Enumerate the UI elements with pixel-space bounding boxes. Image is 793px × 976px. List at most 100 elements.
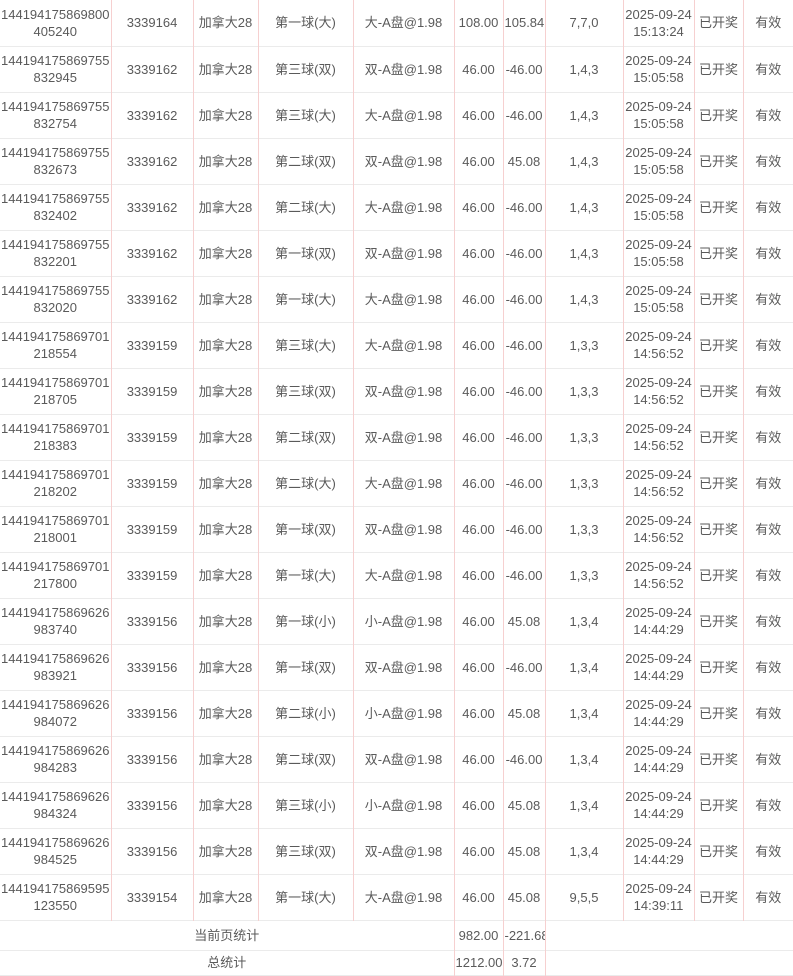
cell-bet-time: 2025-09-24 14:56:52: [623, 460, 695, 506]
bet-time: 14:39:11: [633, 898, 684, 913]
cell-issue-number: 3339162: [111, 184, 194, 230]
order-id-line2: 984324: [33, 806, 77, 821]
cell-draw-result: 1,3,3: [545, 414, 624, 460]
cell-bet-content: 双-A盘@1.98: [353, 368, 455, 414]
bet-date: 2025-09-24: [625, 99, 692, 114]
cell-bet-amount: 46.00: [454, 414, 504, 460]
table-row: 144194175869755 832673 3339162 加拿大28 第二球…: [0, 138, 793, 184]
bet-date: 2025-09-24: [625, 697, 692, 712]
cell-order-id: 144194175869755 832201: [0, 230, 112, 276]
cell-bet-amount: 46.00: [454, 46, 504, 92]
cell-win-loss: -46.00: [503, 552, 546, 598]
cell-valid-status: 有效: [755, 291, 782, 307]
table-row: 144194175869626 983740 3339156 加拿大28 第一球…: [0, 598, 793, 644]
cell-game-name: 加拿大28: [193, 690, 259, 736]
page-summary-amount: 982.00: [454, 920, 504, 950]
order-id-line2: 984283: [33, 760, 77, 775]
table-body: 144194175869800 405240 3339164 加拿大28 第一球…: [0, 0, 793, 920]
page-summary-empty: [545, 920, 793, 950]
bet-time: 14:56:52: [633, 392, 684, 407]
cell-bet-time: 2025-09-24 14:44:29: [623, 736, 695, 782]
cell-issue-number: 3339159: [111, 506, 194, 552]
cell-issue-number: 3339162: [111, 92, 194, 138]
cell-bet-time: 2025-09-24 15:05:58: [623, 184, 695, 230]
bet-time: 14:56:52: [633, 530, 684, 545]
order-id-line1: 144194175869755: [1, 283, 110, 298]
cell-win-loss: -46.00: [503, 92, 546, 138]
order-id-line2: 218001: [33, 530, 77, 545]
cell-bet-content: 大-A盘@1.98: [353, 322, 455, 368]
page-summary-label: 当前页统计: [0, 920, 455, 950]
cell-game-name: 加拿大28: [193, 322, 259, 368]
order-id-line2: 832020: [33, 300, 77, 315]
cell-bet-amount: 46.00: [454, 276, 504, 322]
cell-win-loss: -46.00: [503, 276, 546, 322]
table-row: 144194175869755 832402 3339162 加拿大28 第二球…: [0, 184, 793, 230]
cell-win-loss: 105.84: [503, 0, 546, 46]
cell-bet-amount: 108.00: [454, 0, 504, 46]
cell-win-loss: 45.08: [503, 782, 546, 828]
cell-draw-result: 1,3,3: [545, 552, 624, 598]
table-row: 144194175869755 832201 3339162 加拿大28 第一球…: [0, 230, 793, 276]
cell-draw-result: 9,5,5: [545, 874, 624, 920]
cell-draw-result: 7,7,0: [545, 0, 624, 46]
cell-valid-status: 有效: [755, 843, 782, 859]
cell-bet-amount: 46.00: [454, 460, 504, 506]
cell-order-id: 144194175869800 405240: [0, 0, 112, 46]
cell-bet-content: 大-A盘@1.98: [353, 874, 455, 920]
bet-date: 2025-09-24: [625, 881, 692, 896]
bet-time: 15:05:58: [633, 300, 684, 315]
order-id-line2: 983921: [33, 668, 77, 683]
cell-draw-status: 已开奖: [694, 276, 744, 322]
bet-date: 2025-09-24: [625, 53, 692, 68]
cell-bet-amount: 46.00: [454, 506, 504, 552]
cell-bet-amount: 46.00: [454, 368, 504, 414]
total-summary-row: 总统计 1212.00 3.72: [0, 950, 793, 975]
total-summary-profit: 3.72: [503, 950, 546, 975]
cell-draw-status: 已开奖: [694, 230, 744, 276]
bet-date: 2025-09-24: [625, 6, 692, 22]
cell-win-loss: -46.00: [503, 322, 546, 368]
cell-draw-status: 已开奖: [694, 46, 744, 92]
cell-bet-amount: 46.00: [454, 644, 504, 690]
cell-order-id: 144194175869755 832754: [0, 92, 112, 138]
cell-bet-amount: 46.00: [454, 92, 504, 138]
cell-bet-time: 2025-09-24 15:05:58: [623, 138, 695, 184]
bet-time: 14:56:52: [633, 346, 684, 361]
cell-win-loss: 45.08: [503, 598, 546, 644]
bet-date: 2025-09-24: [625, 375, 692, 390]
cell-game-name: 加拿大28: [193, 552, 259, 598]
order-id-line2: 218383: [33, 438, 77, 453]
table-row: 144194175869701 218705 3339159 加拿大28 第三球…: [0, 368, 793, 414]
bet-date: 2025-09-24: [625, 191, 692, 206]
bet-time: 14:44:29: [633, 852, 684, 867]
cell-bet-content: 双-A盘@1.98: [353, 644, 455, 690]
table-row: 144194175869755 832754 3339162 加拿大28 第三球…: [0, 92, 793, 138]
cell-bet-position: 第一球(大): [258, 0, 354, 46]
page-summary-row: 当前页统计 982.00 -221.68: [0, 920, 793, 950]
table-row: 144194175869626 984525 3339156 加拿大28 第三球…: [0, 828, 793, 874]
table-row: 144194175869701 218001 3339159 加拿大28 第一球…: [0, 506, 793, 552]
order-id-line2: 218705: [33, 392, 77, 407]
table-row: 144194175869701 218202 3339159 加拿大28 第二球…: [0, 460, 793, 506]
cell-draw-status: 已开奖: [694, 736, 744, 782]
cell-game-name: 加拿大28: [193, 782, 259, 828]
cell-order-id: 144194175869595 123550: [0, 874, 112, 920]
cell-valid-status: 有效: [755, 153, 782, 169]
cell-draw-status: 已开奖: [694, 644, 744, 690]
cell-bet-content: 小-A盘@1.98: [353, 598, 455, 644]
cell-bet-position: 第一球(小): [258, 598, 354, 644]
cell-draw-status: 已开奖: [694, 828, 744, 874]
cell-bet-position: 第一球(双): [258, 644, 354, 690]
order-id-line1: 144194175869755: [1, 53, 110, 68]
cell-game-name: 加拿大28: [193, 828, 259, 874]
cell-order-id: 144194175869755 832402: [0, 184, 112, 230]
order-id-line1: 144194175869755: [1, 191, 110, 206]
cell-draw-result: 1,3,3: [545, 506, 624, 552]
bet-date: 2025-09-24: [625, 145, 692, 160]
order-id-line1: 144194175869755: [1, 237, 110, 252]
cell-bet-position: 第三球(双): [258, 368, 354, 414]
bet-time: 14:56:52: [633, 438, 684, 453]
cell-bet-amount: 46.00: [454, 736, 504, 782]
cell-issue-number: 3339159: [111, 322, 194, 368]
